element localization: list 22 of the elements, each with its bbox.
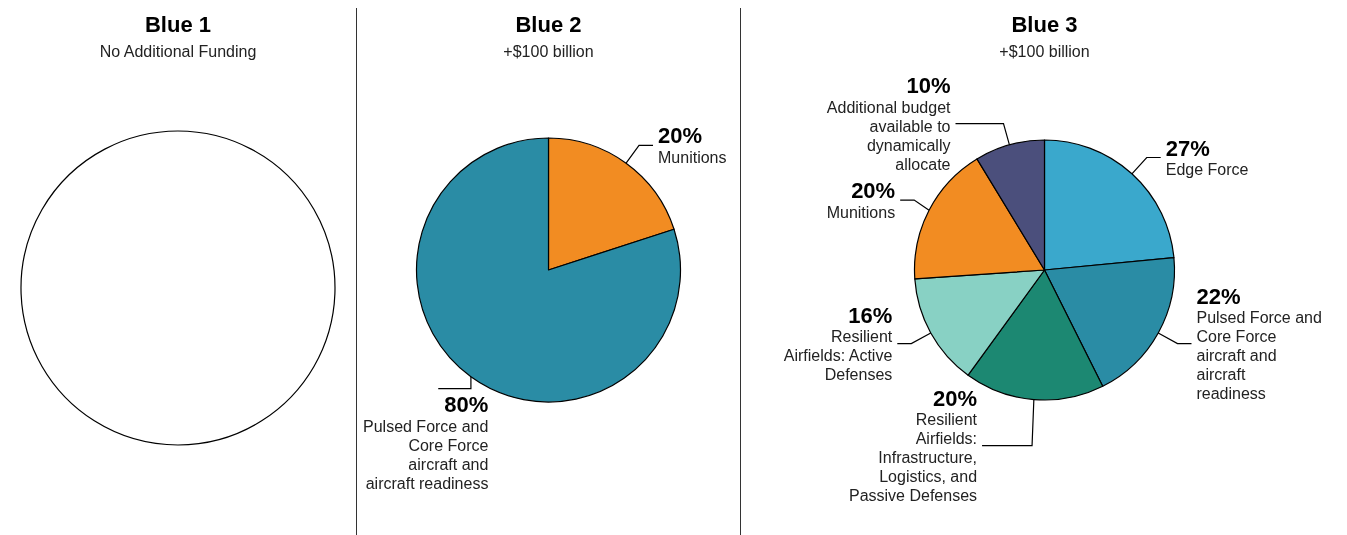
data-label: 80%	[444, 392, 489, 418]
data-label: 16%	[848, 302, 893, 328]
slice-label: Munitions	[826, 203, 896, 221]
chart-title: Blue 1	[144, 11, 212, 37]
chart-subtitle: +$100 billion	[503, 42, 594, 60]
data-label: 20%	[851, 178, 896, 204]
slice-label: Resilient Airfields: Active Defenses	[783, 328, 893, 384]
slice-label: Munitions	[658, 148, 727, 166]
slice-label: Pulsed Force and Core Force aircraft and aircraft readiness	[363, 417, 489, 492]
data-label: 20%	[658, 123, 703, 149]
chart-title: Blue 3	[1011, 11, 1078, 37]
chart-subtitle: No Additional Funding	[99, 42, 257, 60]
slice-label: Additional budget available to dynamically allocate	[826, 98, 952, 173]
data-label: 10%	[906, 73, 951, 99]
data-label: 22%	[1196, 283, 1241, 309]
slice-label: Pulsed Force and Core Force aircraft and aircraft readiness	[1196, 309, 1322, 403]
data-label: 27%	[1165, 135, 1210, 161]
slice-label: Resilient Airfields: Infrastructure, Logistics, and Passive Defenses	[848, 411, 978, 505]
chart-subtitle: +$100 billion	[999, 42, 1090, 60]
data-label: 20%	[933, 385, 978, 411]
chart-title: Blue 2	[515, 11, 582, 37]
slice-label: Edge Force	[1165, 161, 1249, 179]
